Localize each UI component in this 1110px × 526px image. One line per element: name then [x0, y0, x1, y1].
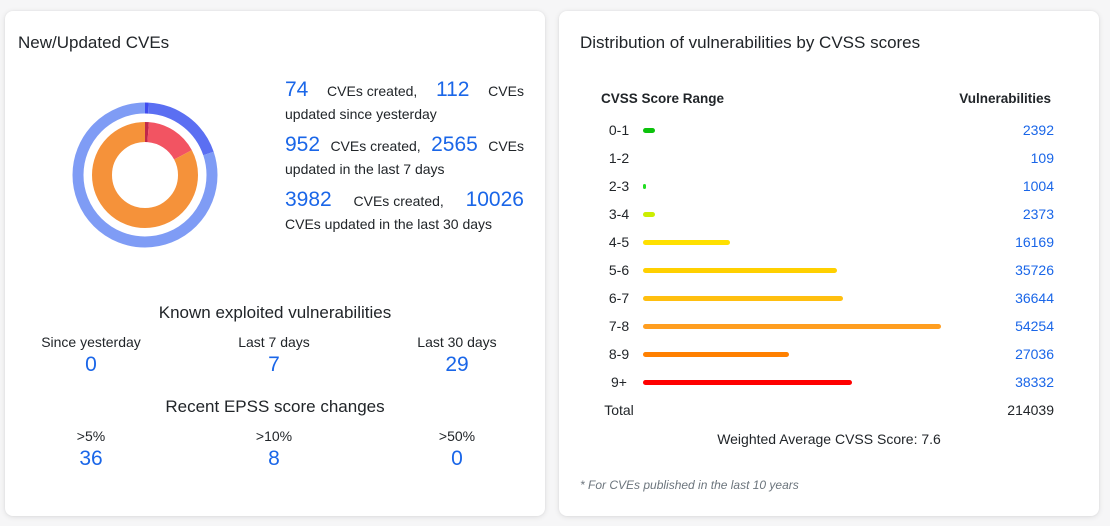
- stat-7-days: 952 CVEs created, 2565 CVEs updated in t…: [285, 132, 524, 179]
- table-row: 5-6 35726: [559, 261, 1099, 289]
- epss-gt-5: >5% 36: [11, 427, 171, 473]
- epss-label: >10%: [255, 428, 293, 444]
- bar: [643, 268, 837, 273]
- epss-value-link[interactable]: 8: [268, 447, 280, 470]
- table-row: 7-8 54254: [559, 317, 1099, 345]
- range-label: 3-4: [608, 206, 630, 222]
- range-label: 8-9: [608, 346, 630, 362]
- bar: [643, 184, 646, 189]
- total-label: Total: [604, 402, 634, 418]
- new-updated-cves-card: New/Updated CVEs 74 CVEs created, 112 CV…: [5, 11, 545, 516]
- range-label: 1-2: [608, 150, 630, 166]
- kev-title: Known exploited vulnerabilities: [158, 303, 392, 322]
- created-label: CVEs created,: [330, 138, 421, 154]
- kev-value-link[interactable]: 7: [268, 353, 280, 376]
- table-row: 4-5 16169: [559, 233, 1099, 261]
- count-link[interactable]: 35726: [1015, 262, 1054, 278]
- kev-since-yesterday: Since yesterday 0: [11, 333, 171, 379]
- epss-label: >5%: [76, 428, 106, 444]
- range-label: 6-7: [608, 290, 630, 306]
- count-link[interactable]: 1004: [1022, 178, 1054, 194]
- count-link[interactable]: 2392: [1022, 122, 1054, 138]
- bar: [643, 352, 789, 357]
- updated-label: CVEs: [488, 138, 524, 154]
- header-cvss-range: CVSS Score Range: [601, 91, 725, 106]
- created-count-link[interactable]: 952: [285, 133, 321, 156]
- count-link[interactable]: 36644: [1015, 290, 1054, 306]
- kev-value-link[interactable]: 0: [85, 353, 97, 376]
- period-label: CVEs updated in the last 30 days: [285, 216, 493, 232]
- total-count: 214039: [1007, 402, 1054, 418]
- epss-gt-10: >10% 8: [194, 427, 354, 473]
- updated-count-link[interactable]: 112: [436, 78, 470, 101]
- created-count-link[interactable]: 3982: [285, 188, 332, 211]
- range-label: 4-5: [608, 234, 630, 250]
- count-link[interactable]: 16169: [1015, 234, 1054, 250]
- cvss-distribution-card: Distribution of vulnerabilities by CVSS …: [559, 11, 1099, 516]
- count-link[interactable]: 109: [1030, 150, 1054, 166]
- donut-segment-last-30-days: [92, 122, 198, 228]
- stat-yesterday: 74 CVEs created, 112 CVEs updated since …: [285, 77, 524, 124]
- created-count-link[interactable]: 74: [285, 78, 309, 101]
- bar: [643, 240, 730, 245]
- period-label: updated since yesterday: [285, 106, 437, 122]
- updated-count-link[interactable]: 2565: [431, 133, 478, 156]
- epss-gt-50: >50% 0: [377, 427, 537, 473]
- table-row: 3-4 2373: [559, 205, 1099, 233]
- epss-title: Recent EPSS score changes: [165, 397, 385, 416]
- table-row: 0-1 2392: [559, 121, 1099, 149]
- stat-30-days: 3982 CVEs created, 10026 CVEs updated in…: [285, 187, 524, 234]
- bar: [643, 324, 941, 329]
- kev-label: Last 7 days: [238, 334, 310, 350]
- kev-label: Since yesterday: [41, 334, 141, 350]
- kev-last-30-days: Last 30 days 29: [377, 333, 537, 379]
- header-vulnerabilities: Vulnerabilities: [959, 91, 1051, 106]
- footnote: * For CVEs published in the last 10 year…: [580, 478, 799, 492]
- range-label: 9+: [611, 374, 627, 390]
- epss-label: >50%: [438, 428, 476, 444]
- epss-value-link[interactable]: 0: [451, 447, 463, 470]
- card-title: Distribution of vulnerabilities by CVSS …: [580, 33, 921, 52]
- count-link[interactable]: 27036: [1015, 346, 1054, 362]
- range-label: 5-6: [608, 262, 630, 278]
- table-row: 9+ 38332: [559, 373, 1099, 401]
- bar: [643, 212, 655, 217]
- bar: [643, 128, 655, 133]
- kev-value-link[interactable]: 29: [445, 353, 469, 376]
- epss-value-link[interactable]: 36: [79, 447, 103, 470]
- bar: [643, 296, 843, 301]
- table-row: 6-7 36644: [559, 289, 1099, 317]
- table-row: 2-3 1004: [559, 177, 1099, 205]
- kev-label: Last 30 days: [417, 334, 497, 350]
- total-row: Total 214039: [559, 401, 1099, 429]
- kev-stats: Since yesterday 0 Last 7 days 7 Last 30 …: [5, 333, 545, 383]
- kev-last-7-days: Last 7 days 7: [194, 333, 354, 379]
- cves-donut-chart: [72, 102, 218, 248]
- card-title: New/Updated CVEs: [18, 33, 170, 52]
- epss-stats: >5% 36 >10% 8 >50% 0: [5, 427, 545, 477]
- count-link[interactable]: 54254: [1015, 318, 1054, 334]
- count-link[interactable]: 38332: [1015, 374, 1054, 390]
- bar: [643, 380, 852, 385]
- weighted-average: Weighted Average CVSS Score: 7.6: [717, 431, 941, 447]
- created-label: CVEs created,: [353, 193, 444, 209]
- range-label: 7-8: [608, 318, 630, 334]
- cve-stats: 74 CVEs created, 112 CVEs updated since …: [285, 77, 524, 242]
- range-label: 0-1: [608, 122, 630, 138]
- period-label: updated in the last 7 days: [285, 161, 445, 177]
- updated-label: CVEs: [488, 83, 524, 99]
- range-label: 2-3: [608, 178, 630, 194]
- table-row: 8-9 27036: [559, 345, 1099, 373]
- table-row: 1-2 109: [559, 149, 1099, 177]
- updated-count-link[interactable]: 10026: [465, 188, 524, 211]
- count-link[interactable]: 2373: [1022, 206, 1054, 222]
- created-label: CVEs created,: [327, 83, 418, 99]
- donut-segment-last-30-days: [72, 102, 218, 248]
